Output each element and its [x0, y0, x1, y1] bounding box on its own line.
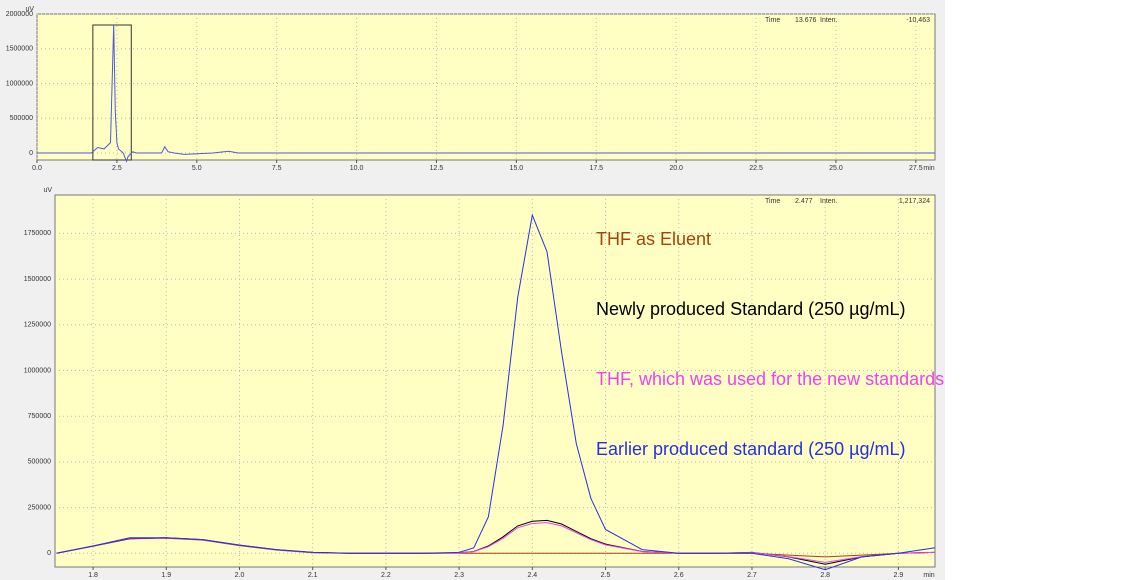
x-tick-label: 2.5 [112, 165, 122, 172]
y-tick-label: 250000 [28, 504, 51, 511]
x-tick-label: 2.0 [235, 572, 245, 579]
x-tick-label: 27.5 [909, 165, 923, 172]
x-tick-label: 25.0 [829, 165, 843, 172]
y-tick-label: 1000000 [6, 80, 33, 87]
x-tick-label: 15.0 [510, 165, 524, 172]
legend-entry: THF, which was used for the new standard… [596, 369, 944, 389]
legend-entry: Earlier produced standard (250 µg/mL) [596, 439, 906, 459]
y-tick-label: 500000 [28, 459, 51, 466]
zoom-window [92, 24, 132, 161]
x-tick-label: 2.5 [601, 572, 611, 579]
x-tick-label: 2.7 [747, 572, 757, 579]
x-tick-label: 10.0 [350, 165, 364, 172]
x-tick-label: 12.5 [430, 165, 444, 172]
x-tick-label: 5.0 [192, 165, 202, 172]
readout: Time [765, 198, 780, 205]
y-tick-label: 750000 [28, 413, 51, 420]
readout: Inten. [820, 17, 838, 24]
series-line [37, 24, 935, 163]
y-tick-label: 0 [47, 550, 51, 557]
x-tick-label: 7.5 [272, 165, 282, 172]
readout: 1,217,324 [899, 198, 930, 205]
legend-entry: THF as Eluent [596, 229, 711, 249]
x-tick-label: 2.3 [454, 572, 464, 579]
x-tick-label: 2.4 [527, 572, 537, 579]
y-tick-label: 1500000 [6, 46, 33, 53]
y-tick-label: 1500000 [24, 276, 51, 283]
x-tick-label: 2.1 [308, 572, 318, 579]
readout: 13.676 [795, 17, 817, 24]
y-tick-label: 1000000 [24, 367, 51, 374]
x-tick-label: 20.0 [669, 165, 683, 172]
x-tick-label: 2.9 [894, 572, 904, 579]
x-tick-label: 17.5 [589, 165, 603, 172]
x-unit: min [923, 165, 934, 172]
readout: -10,463 [906, 17, 930, 24]
x-tick-label: 1.9 [161, 572, 171, 579]
x-tick-label: 1.8 [88, 572, 98, 579]
y-unit: uV [43, 187, 52, 194]
y-unit: uV [25, 6, 34, 13]
y-tick-label: 500000 [10, 115, 33, 122]
y-tick-label: 2000000 [6, 11, 33, 18]
x-unit: min [923, 572, 934, 579]
y-tick-label: 1750000 [24, 230, 51, 237]
series-line [56, 213, 936, 571]
readout: Inten. [820, 198, 838, 205]
plot-area [54, 194, 936, 568]
x-tick-label: 0.0 [32, 165, 42, 172]
plot-area [36, 13, 936, 161]
x-tick-label: 2.8 [820, 572, 830, 579]
x-tick-label: 22.5 [749, 165, 763, 172]
readout: 2.477 [795, 198, 813, 205]
y-tick-label: 0 [29, 150, 33, 157]
legend-entry: Newly produced Standard (250 µg/mL) [596, 299, 906, 319]
readout: Time [765, 17, 780, 24]
y-tick-label: 1250000 [24, 322, 51, 329]
x-tick-label: 2.2 [381, 572, 391, 579]
x-tick-label: 2.6 [674, 572, 684, 579]
